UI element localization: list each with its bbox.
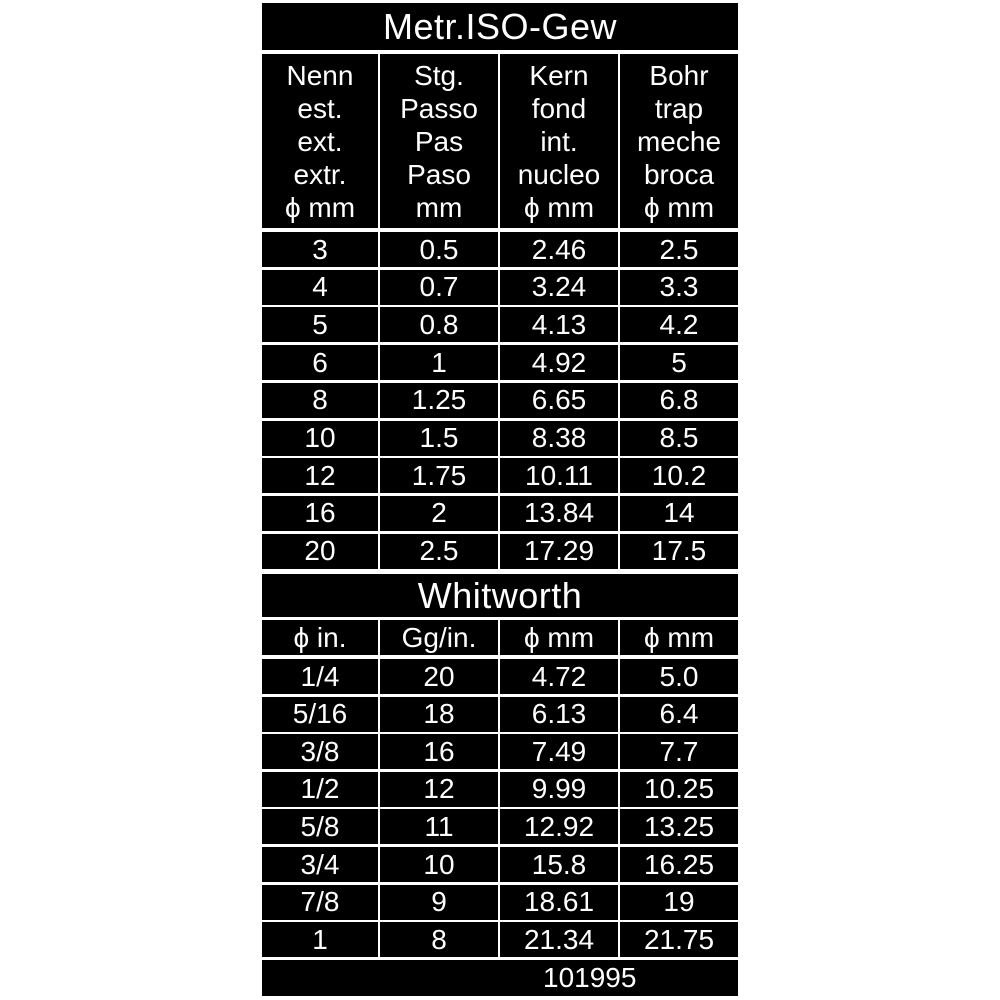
metric-table-cell: 4.13 [500, 307, 618, 343]
whitworth-table-cell: 8 [380, 922, 498, 958]
metric-table-cell: 17.29 [500, 533, 618, 569]
metric-title: Metr.ISO-Gew [262, 3, 738, 50]
whitworth-table-cell: 18.61 [500, 884, 618, 920]
whitworth-table-cell: 16 [380, 734, 498, 770]
metric-table-cell: 14 [620, 495, 738, 531]
metric-table-cell: 16 [262, 495, 378, 531]
whitworth-header-cell: ϕ mm [620, 620, 738, 655]
metric-table-cell: 6.65 [500, 382, 618, 418]
whitworth-title: Whitworth [262, 574, 738, 617]
metric-table-cell: 1.25 [380, 382, 498, 418]
whitworth-table-cell: 7.49 [500, 734, 618, 770]
metric-table-cell: 4 [262, 269, 378, 305]
metric-table-cell: 2.46 [500, 232, 618, 267]
whitworth-table-cell: 1 [262, 922, 378, 958]
whitworth-table-cell: 15.8 [500, 847, 618, 882]
metric-table-cell: 8.5 [620, 420, 738, 456]
whitworth-table-cell: 18 [380, 696, 498, 732]
metric-table-cell: 0.7 [380, 269, 498, 305]
whitworth-table-cell: 4.72 [500, 659, 618, 694]
metric-table-cell: 2 [380, 495, 498, 531]
metric-table-cell: 12 [262, 458, 378, 494]
whitworth-table-cell: 5.0 [620, 659, 738, 694]
metric-header-cell: Kern fond int. nucleo ϕ mm [500, 54, 618, 228]
whitworth-table-cell: 10 [380, 847, 498, 882]
whitworth-table-cell: 10.25 [620, 771, 738, 807]
footer-code: 101995 [543, 962, 637, 993]
whitworth-table-cell: 5/16 [262, 696, 378, 732]
metric-table-cell: 20 [262, 533, 378, 569]
metric-table-cell: 6.8 [620, 382, 738, 418]
metric-table-cell: 4.2 [620, 307, 738, 343]
metric-table-cell: 13.84 [500, 495, 618, 531]
whitworth-table-cell: 6.4 [620, 696, 738, 732]
whitworth-table-cell: 6.13 [500, 696, 618, 732]
whitworth-header-cell: Gg/in. [380, 620, 498, 655]
whitworth-table-cell: 19 [620, 884, 738, 920]
metric-table-cell: 6 [262, 345, 378, 381]
whitworth-table-cell: 12 [380, 771, 498, 807]
metric-table-cell: 3.24 [500, 269, 618, 305]
whitworth-table-cell: 21.75 [620, 922, 738, 958]
metric-table-cell: 3.3 [620, 269, 738, 305]
whitworth-table-cell: 20 [380, 659, 498, 694]
whitworth-header-cell: ϕ mm [500, 620, 618, 655]
metric-table-cell: 2.5 [380, 533, 498, 569]
whitworth-table-cell: 7/8 [262, 884, 378, 920]
whitworth-table-cell: 11 [380, 809, 498, 845]
whitworth-table-cell: 13.25 [620, 809, 738, 845]
whitworth-table-cell: 9.99 [500, 771, 618, 807]
metric-table-cell: 8 [262, 382, 378, 418]
metric-table-cell: 0.8 [380, 307, 498, 343]
metric-table-cell: 5 [262, 307, 378, 343]
whitworth-table-cell: 1/2 [262, 771, 378, 807]
metric-header-cell: Bohr trap meche broca ϕ mm [620, 54, 738, 228]
metric-table-cell: 1.5 [380, 420, 498, 456]
whitworth-table-cell: 5/8 [262, 809, 378, 845]
metric-table-cell: 3 [262, 232, 378, 267]
whitworth-table-cell: 3/4 [262, 847, 378, 882]
whitworth-table-cell: 7.7 [620, 734, 738, 770]
whitworth-table-cell: 12.92 [500, 809, 618, 845]
metric-table-cell: 8.38 [500, 420, 618, 456]
metric-table-cell: 17.5 [620, 533, 738, 569]
metric-table-cell: 2.5 [620, 232, 738, 267]
whitworth-table-cell: 3/8 [262, 734, 378, 770]
whitworth-table-cell: 16.25 [620, 847, 738, 882]
metric-table-cell: 0.5 [380, 232, 498, 267]
metric-table-cell: 10.2 [620, 458, 738, 494]
metric-table-cell: 4.92 [500, 345, 618, 381]
metric-header-cell: Nenn est. ext. extr. ϕ mm [262, 54, 378, 228]
metric-table-cell: 1 [380, 345, 498, 381]
metric-table-cell: 5 [620, 345, 738, 381]
footer-code-bar: 101995 [262, 960, 738, 996]
whitworth-table-cell: 1/4 [262, 659, 378, 694]
whitworth-table-cell: 9 [380, 884, 498, 920]
whitworth-table-cell: 21.34 [500, 922, 618, 958]
metric-table-cell: 1.75 [380, 458, 498, 494]
metric-table-cell: 10.11 [500, 458, 618, 494]
metric-header-cell: Stg. Passo Pas Paso mm [380, 54, 498, 228]
whitworth-header-cell: ϕ in. [262, 620, 378, 655]
metric-table-cell: 10 [262, 420, 378, 456]
